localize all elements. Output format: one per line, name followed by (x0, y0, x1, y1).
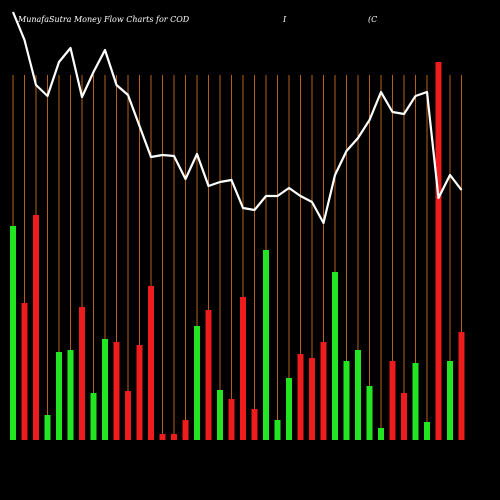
bar (458, 332, 465, 440)
bar (113, 342, 120, 440)
bar (228, 399, 235, 440)
bar (343, 361, 350, 440)
bar (205, 310, 212, 440)
bar (320, 342, 327, 440)
bar (90, 393, 97, 440)
bar (56, 352, 62, 440)
bar (79, 307, 85, 440)
bar (136, 345, 143, 440)
chart-title: MunafaSutra Money Flow Charts for COD (17, 15, 190, 24)
money-flow-line (11, 11, 463, 225)
bar (102, 339, 108, 440)
bar (148, 286, 154, 440)
bar (33, 215, 39, 440)
bar (435, 62, 442, 440)
chart-title-part: I (282, 15, 287, 24)
bar (389, 361, 396, 440)
bar (332, 272, 338, 440)
bar (297, 354, 304, 440)
bar (366, 386, 373, 440)
bar (21, 303, 28, 440)
bar (447, 361, 453, 440)
bar (286, 378, 292, 440)
bar (10, 226, 16, 440)
bar (217, 390, 223, 440)
bar (251, 409, 258, 440)
bar (240, 297, 246, 440)
bar (125, 391, 131, 440)
bar (412, 363, 419, 440)
bar (44, 415, 51, 440)
bar (194, 326, 200, 440)
bar (182, 420, 189, 440)
bar (159, 434, 166, 440)
bar (67, 350, 74, 440)
bar (171, 434, 177, 440)
bar (274, 420, 281, 440)
bar (309, 358, 315, 440)
bar (424, 422, 430, 440)
bar (378, 428, 384, 440)
bar (401, 393, 407, 440)
bar (355, 350, 361, 440)
bar (263, 250, 269, 440)
chart-title-part: (C (368, 15, 377, 24)
